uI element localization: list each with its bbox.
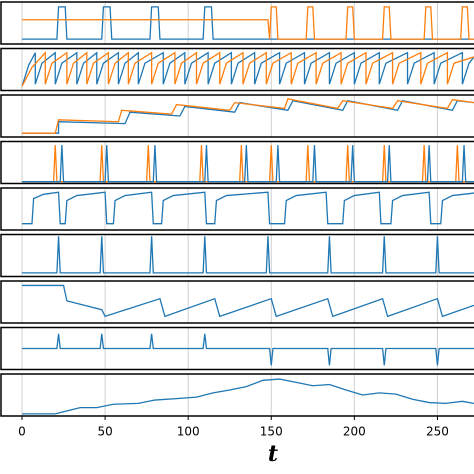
x-tick-label: 150	[260, 425, 283, 439]
line	[22, 191, 474, 225]
panel-frame	[0, 140, 474, 185]
panel-frame	[0, 326, 474, 371]
x-tick-label: 50	[97, 425, 112, 439]
line	[22, 98, 474, 134]
line	[22, 236, 474, 274]
panel-frame	[0, 373, 474, 417]
line	[22, 333, 474, 366]
line	[21, 51, 474, 87]
line	[21, 51, 474, 87]
line	[22, 284, 474, 318]
panel-frame	[0, 233, 474, 278]
x-tick-label: 200	[343, 425, 366, 439]
x-tick-label: 100	[177, 425, 200, 439]
line	[22, 145, 474, 183]
x-tick-label: 0	[18, 425, 26, 439]
panel-frame	[0, 1, 474, 45]
line	[22, 6, 474, 40]
panel-frame	[0, 280, 474, 324]
line	[22, 378, 474, 415]
panel-frame	[0, 94, 474, 138]
panel-frame	[0, 47, 474, 92]
line	[22, 6, 474, 40]
line	[22, 145, 474, 183]
x-axis-label: t	[268, 441, 278, 467]
panel-frame	[0, 187, 474, 231]
x-tick-label: 250	[426, 425, 449, 439]
line	[22, 100, 474, 134]
